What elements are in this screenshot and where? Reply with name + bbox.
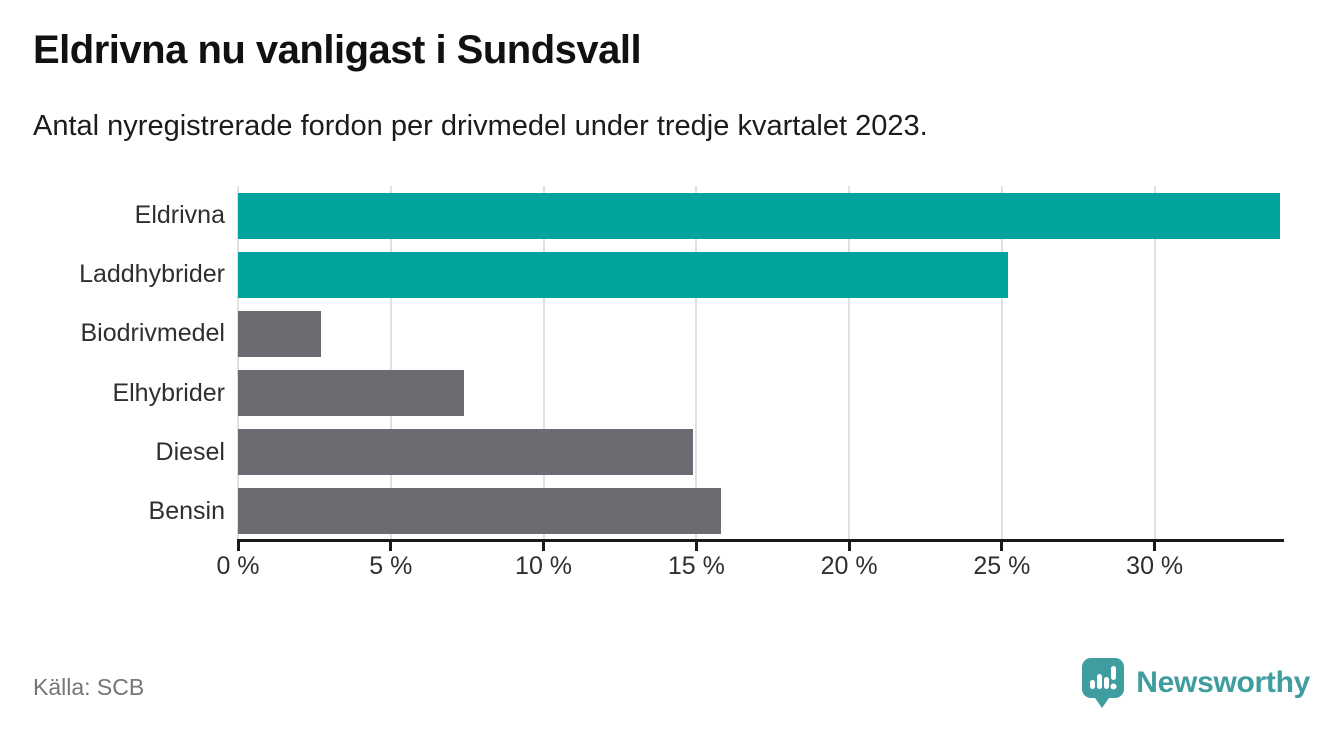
axis-tick-label: 20 % [820, 552, 878, 580]
axis-tick-label: 10 % [515, 552, 573, 580]
bar-row [238, 245, 1283, 304]
source-note: Källa: SCB [33, 674, 145, 700]
brand-name: Newsworthy [1136, 666, 1310, 699]
bar-row [238, 423, 1283, 482]
bar-row [238, 186, 1283, 245]
category-label-row: Biodrivmedel [0, 304, 225, 363]
bar-elhybrider [238, 370, 465, 417]
grid-line [1153, 186, 1156, 541]
category-label: Elhybrider [112, 378, 225, 407]
plot-area [237, 186, 1283, 541]
bar-row [238, 364, 1283, 423]
category-label-row: Bensin [0, 482, 225, 541]
category-label-row: Diesel [0, 423, 225, 482]
grid-line [542, 186, 545, 541]
axis-tick [542, 542, 546, 551]
axis-tick [236, 542, 240, 551]
axis-tick [694, 542, 698, 551]
bar-laddhybrider [238, 251, 1008, 298]
category-label: Diesel [155, 437, 225, 466]
bar-diesel [238, 429, 694, 476]
x-axis-line [237, 539, 1284, 542]
category-label: Eldrivna [134, 201, 225, 230]
axis-tick-label: 30 % [1126, 552, 1184, 580]
axis-tick [847, 542, 851, 551]
axis-tick [1000, 542, 1004, 551]
brand-logo: Newsworthy [1081, 657, 1310, 709]
category-label-row: Eldrivna [0, 186, 225, 245]
category-label-row: Laddhybrider [0, 245, 225, 304]
chart-subtitle: Antal nyregistrerade fordon per drivmede… [33, 110, 928, 142]
axis-tick [389, 542, 393, 551]
grid-line [237, 186, 239, 541]
bar-eldrivna [238, 192, 1280, 239]
bar-row [238, 482, 1283, 541]
grid-line [695, 186, 698, 541]
bar-biodrivmedel [238, 310, 321, 357]
bar-bensin [238, 488, 721, 535]
category-label: Bensin [148, 496, 225, 525]
category-label-row: Elhybrider [0, 364, 225, 423]
grid-line [1000, 186, 1003, 541]
newsworthy-icon [1082, 658, 1125, 708]
axis-tick-label: 15 % [667, 552, 725, 580]
grid-line [848, 186, 851, 541]
axis-tick-label: 0 % [216, 552, 260, 580]
category-labels: Eldrivna Laddhybrider Biodrivmedel Elhybrid… [0, 186, 225, 541]
axis-tick [1153, 542, 1157, 551]
axis-tick-label: 5 % [369, 552, 413, 580]
axis-tick-label: 25 % [973, 552, 1031, 580]
category-label: Biodrivmedel [80, 319, 225, 348]
category-label: Laddhybrider [79, 260, 225, 289]
grid-line [389, 186, 392, 541]
bars-container [238, 186, 1283, 541]
bar-row [238, 304, 1283, 363]
chart-title: Eldrivna nu vanligast i Sundsvall [33, 28, 642, 72]
